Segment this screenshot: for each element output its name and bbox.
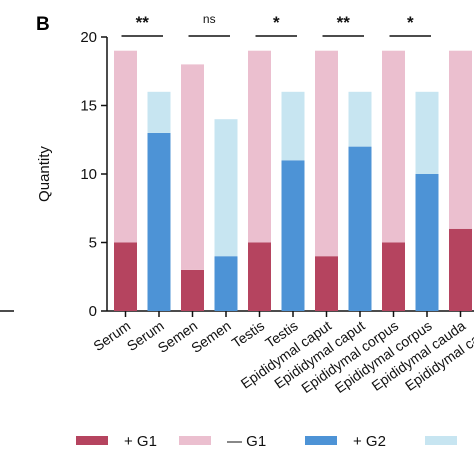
legend-swatch — [305, 436, 337, 445]
significance-label: * — [407, 13, 414, 32]
plot-area: 05101520QuantitySerumSerumSemenSemenTest… — [36, 12, 474, 396]
y-tick-label: 0 — [89, 303, 97, 320]
y-tick-label: 20 — [80, 29, 97, 46]
bar-segment-g2-positive — [214, 256, 238, 311]
bar-segment-g2-positive — [415, 174, 439, 311]
significance-label: ** — [136, 13, 150, 32]
legend-swatch — [76, 436, 108, 445]
bar-segment-g1-negative — [114, 50, 137, 243]
bar-segment-g1-negative — [382, 50, 405, 243]
bar-segment-g1-negative — [315, 50, 338, 257]
x-category-label: Testis — [229, 317, 268, 351]
bar-segment-g2-negative — [147, 91, 171, 133]
legend-swatch — [425, 436, 457, 445]
bar-segment-g2-positive — [281, 160, 305, 311]
legend-label: + G1 — [124, 433, 157, 450]
significance-label: ** — [337, 13, 351, 32]
significance-label: * — [273, 13, 280, 32]
y-axis-title: Quantity — [36, 146, 53, 202]
bar-segment-g2-negative — [415, 91, 439, 174]
legend-label: — G1 — [227, 433, 266, 450]
y-tick-label: 10 — [80, 166, 97, 183]
bar-segment-g1-positive — [315, 256, 338, 311]
bar-segment-g1-negative — [449, 50, 472, 229]
bar-segment-g1-positive — [181, 269, 204, 311]
y-tick-label: 15 — [80, 98, 97, 115]
bar-segment-g2-positive — [147, 132, 171, 311]
x-category-label: Serum — [90, 317, 133, 354]
bar-segment-g2-negative — [348, 91, 372, 147]
legend: + G1 — G1 + G2 — [76, 433, 457, 450]
bar-segment-g1-positive — [382, 242, 405, 311]
bar-segment-g1-negative — [181, 64, 204, 270]
panel-label: B — [36, 14, 50, 35]
bar-segment-g2-negative — [214, 119, 238, 257]
significance-label: ns — [203, 12, 216, 26]
bar-segment-g1-positive — [114, 242, 137, 311]
bar-segment-g2-negative — [281, 91, 305, 161]
y-tick-label: 5 — [89, 235, 97, 252]
bar-segment-g2-positive — [348, 146, 372, 311]
legend-swatch — [179, 436, 211, 445]
bar-segment-g1-positive — [248, 242, 271, 311]
legend-label: + G2 — [353, 433, 386, 450]
bar-segment-g1-positive — [449, 228, 472, 311]
bar-segment-g1-negative — [248, 50, 271, 243]
